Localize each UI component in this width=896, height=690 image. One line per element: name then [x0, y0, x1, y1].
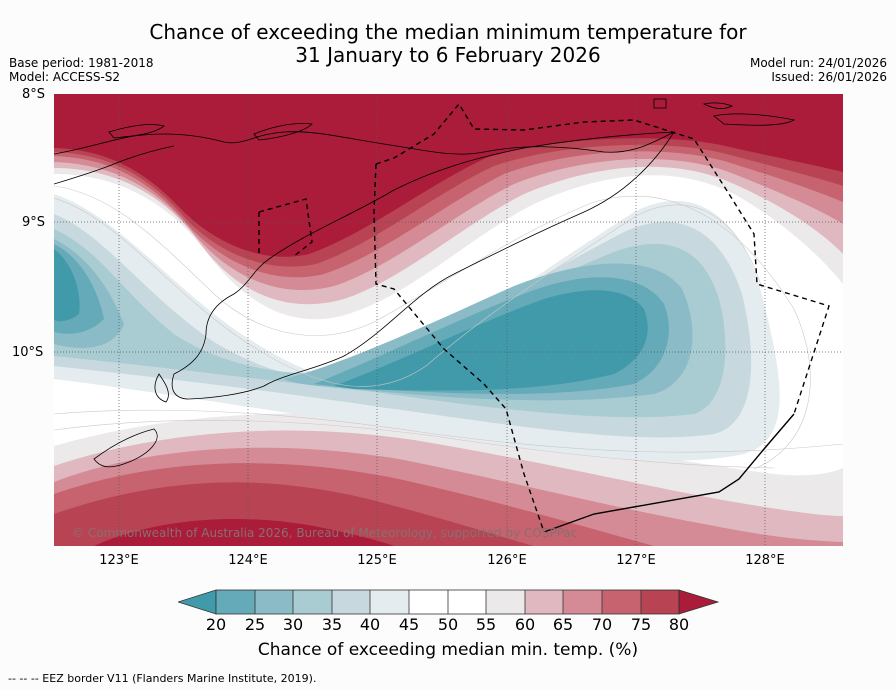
- graticule: [54, 94, 843, 546]
- fill-lt20: [54, 249, 648, 391]
- title-line-2: 31 January to 6 February 2026: [295, 43, 601, 67]
- colorbar-tick-75: 75: [630, 615, 652, 634]
- colorbar-bin-75-80: [641, 590, 679, 614]
- colorbar-label: Chance of exceeding median min. temp. (%…: [257, 640, 639, 660]
- lon-label-126e: 126°E: [487, 553, 527, 568]
- colorbar-tick-30: 30: [282, 615, 304, 634]
- colorbar-tick-35: 35: [321, 615, 343, 634]
- lat-label-8s: 8°S: [22, 87, 46, 102]
- probability-map: [54, 94, 843, 546]
- colorbar-extend-low: [178, 589, 217, 615]
- eez-legend-note: -- -- -- EEZ border V11 (Flanders Marine…: [8, 672, 317, 685]
- model-name: Model: ACCESS-S2: [9, 70, 121, 84]
- colorbar-tick-45: 45: [398, 615, 420, 634]
- colorbar-tick-50: 50: [437, 615, 459, 634]
- colorbar: [178, 589, 719, 615]
- map-panel[interactable]: © Commonwealth of Australia 2026, Bureau…: [54, 94, 843, 546]
- colorbar-bin-25-30: [255, 590, 293, 614]
- colorbar-tick-60: 60: [514, 615, 536, 634]
- colorbar-dividers: [215, 589, 680, 615]
- lat-label-10s: 10°S: [12, 345, 44, 360]
- fill-gt80-north: [54, 94, 843, 257]
- colorbar-bin-55-60: [486, 590, 525, 614]
- issued-date: Issued: 26/01/2026: [771, 70, 887, 84]
- colorbar-bin-45-50: [409, 590, 448, 614]
- base-period: Base period: 1981-2018: [9, 56, 154, 70]
- lon-label-127e: 127°E: [616, 553, 656, 568]
- colorbar-tick-70: 70: [591, 615, 613, 634]
- colorbar-tick-80: 80: [668, 615, 690, 634]
- colorbar-tick-25: 25: [244, 615, 266, 634]
- copyright-text: © Commonwealth of Australia 2026, Bureau…: [72, 526, 578, 540]
- lon-label-125e: 125°E: [357, 553, 397, 568]
- model-run: Model run: 24/01/2026: [749, 56, 887, 70]
- colorbar-bin-35-40: [332, 590, 370, 614]
- colorbar-bin-70-75: [602, 590, 641, 614]
- colorbar-tick-55: 55: [475, 615, 497, 634]
- colorbar-bin-60-65: [525, 590, 563, 614]
- lat-label-9s: 9°S: [22, 215, 46, 230]
- colorbar-extend-high: [678, 589, 719, 615]
- coastlines: [54, 98, 796, 468]
- fill-gt80-south: [94, 518, 394, 546]
- colorbar-bin-50-55: [448, 590, 486, 614]
- lon-label-128e: 128°E: [745, 553, 785, 568]
- eez-border: [258, 102, 830, 533]
- lon-label-123e: 123°E: [99, 553, 139, 568]
- colorbar-tick-20: 20: [205, 615, 227, 634]
- colorbar-tick-65: 65: [552, 615, 574, 634]
- colorbar-bin-30-35: [293, 590, 332, 614]
- colorbar-bin-20-25: [216, 590, 255, 614]
- title-line-1: Chance of exceeding the median minimum t…: [149, 20, 747, 44]
- lon-label-124e: 124°E: [228, 553, 268, 568]
- colorbar-bin-40-45: [370, 590, 409, 614]
- colorbar-tick-40: 40: [359, 615, 381, 634]
- colorbar-bin-65-70: [563, 590, 602, 614]
